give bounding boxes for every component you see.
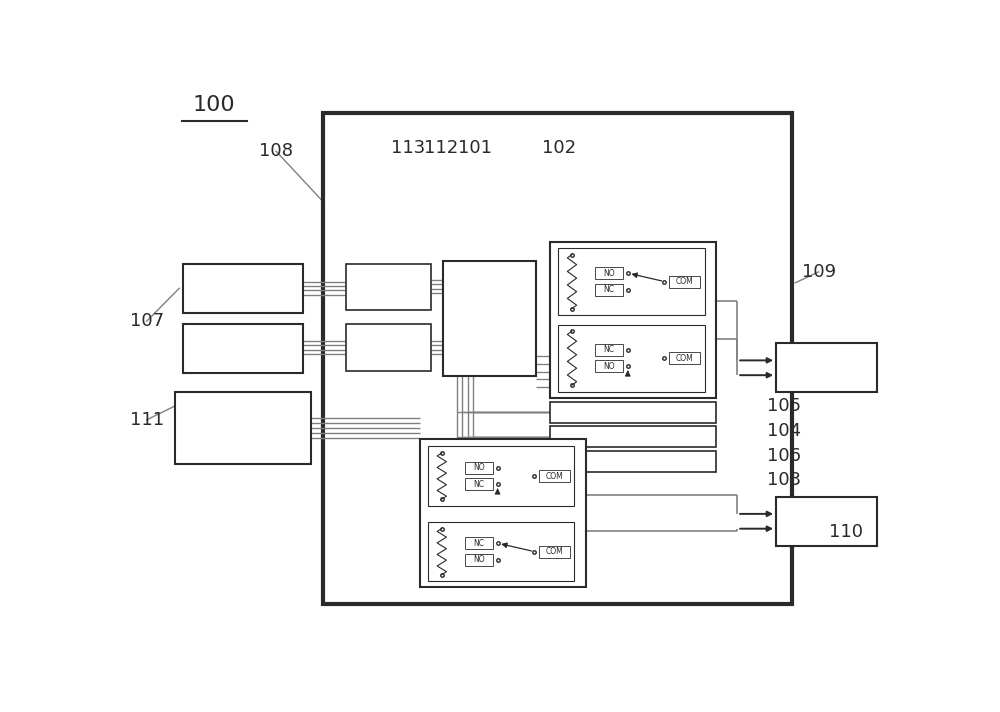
Text: 111: 111 xyxy=(130,411,164,429)
Bar xyxy=(595,360,623,372)
Bar xyxy=(669,276,700,288)
Text: 109: 109 xyxy=(802,263,836,281)
Text: 105: 105 xyxy=(767,397,801,415)
Text: NC: NC xyxy=(604,286,615,294)
Text: 104: 104 xyxy=(767,422,801,440)
Bar xyxy=(428,522,574,581)
Bar xyxy=(558,325,705,392)
Bar xyxy=(443,261,536,376)
Text: 107: 107 xyxy=(130,312,164,330)
Bar xyxy=(550,426,716,447)
Bar xyxy=(175,392,311,464)
Text: 101: 101 xyxy=(458,140,492,157)
Text: 102: 102 xyxy=(542,140,576,157)
Text: NO: NO xyxy=(603,269,615,278)
Text: COM: COM xyxy=(676,354,693,362)
Text: COM: COM xyxy=(676,277,693,286)
Text: NC: NC xyxy=(604,345,615,355)
Bar xyxy=(183,263,303,313)
Bar xyxy=(595,344,623,356)
Text: COM: COM xyxy=(545,547,563,556)
Bar xyxy=(776,497,877,546)
Bar xyxy=(465,554,493,566)
Bar xyxy=(346,263,431,310)
Text: 113: 113 xyxy=(391,140,425,157)
Bar xyxy=(550,402,716,423)
Bar xyxy=(776,343,877,392)
Bar xyxy=(595,267,623,279)
Text: 112: 112 xyxy=(424,140,458,157)
Bar xyxy=(550,451,716,472)
Bar xyxy=(465,478,493,491)
Text: NO: NO xyxy=(603,362,615,371)
Bar xyxy=(558,248,705,315)
Bar xyxy=(420,439,586,587)
Bar xyxy=(669,352,700,364)
Text: NC: NC xyxy=(473,480,484,488)
Bar xyxy=(465,462,493,474)
Text: 100: 100 xyxy=(193,95,235,115)
Text: 110: 110 xyxy=(829,523,863,541)
Text: NO: NO xyxy=(473,464,485,472)
Bar xyxy=(539,545,570,557)
Bar xyxy=(183,324,303,373)
Text: 103: 103 xyxy=(767,471,801,489)
Bar xyxy=(323,112,792,604)
Bar xyxy=(539,470,570,482)
Bar xyxy=(465,538,493,550)
Bar xyxy=(428,446,574,506)
Text: 106: 106 xyxy=(767,446,801,464)
Text: COM: COM xyxy=(545,471,563,481)
Text: 108: 108 xyxy=(259,142,293,160)
Bar xyxy=(346,324,431,370)
Text: NC: NC xyxy=(473,539,484,548)
Text: NO: NO xyxy=(473,555,485,565)
Bar xyxy=(550,241,716,398)
Bar xyxy=(595,283,623,295)
